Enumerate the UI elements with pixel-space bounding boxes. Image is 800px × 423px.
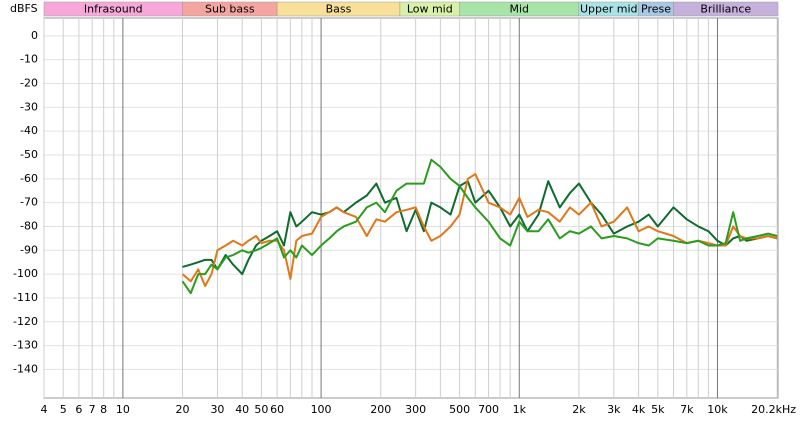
band-label: Bass [326, 3, 352, 16]
x-tick-label: 200 [370, 403, 391, 416]
x-tick-label: 2k [572, 403, 586, 416]
y-tick-label: -110 [13, 291, 38, 304]
x-tick-label: 300 [405, 403, 426, 416]
y-axis-label: dBFS [10, 2, 38, 15]
y-tick-label: -100 [13, 267, 38, 280]
x-tick-label: 3k [607, 403, 621, 416]
series-line [181, 173, 778, 288]
y-tick-label: -140 [13, 362, 38, 375]
x-tick-label: 60 [270, 403, 284, 416]
x-tick-label: 6 [75, 403, 82, 416]
band [673, 1, 779, 17]
y-tick-label: -80 [20, 219, 38, 232]
y-tick-label: -20 [20, 77, 38, 90]
x-tick-label: 5k [651, 403, 665, 416]
y-tick-label: -90 [20, 243, 38, 256]
y-tick-label: -30 [20, 100, 38, 113]
x-tick-label: 7k [680, 403, 694, 416]
band-label: Upper mid [580, 3, 638, 16]
x-tick-label: 10 [116, 403, 130, 416]
x-tick-label: 30 [210, 403, 224, 416]
x-tick-label: 100 [311, 403, 332, 416]
band-label: Sub bass [205, 3, 255, 16]
x-tick-label: 20 [176, 403, 190, 416]
y-tick-label: -60 [20, 172, 38, 185]
y-tick-label: -130 [13, 339, 38, 352]
y-tick-label: -40 [20, 124, 38, 137]
y-tick-label: -120 [13, 315, 38, 328]
y-tick-label: -70 [20, 196, 38, 209]
x-tick-label: 40 [235, 403, 249, 416]
y-tick-label: -50 [20, 148, 38, 161]
x-tick-label: 50 [254, 403, 268, 416]
y-tick-label: 0 [31, 29, 38, 42]
x-tick-label: 10k [707, 403, 728, 416]
x-tick-label: 500 [449, 403, 470, 416]
x-tick-label: 700 [478, 403, 499, 416]
x-tick-label: 1k [513, 403, 527, 416]
series-line [181, 158, 778, 295]
x-tick-label: 5 [60, 403, 67, 416]
band-label: Prese [641, 3, 671, 16]
band-label: Mid [510, 3, 530, 16]
band-label: Infrasound [84, 3, 143, 16]
x-tick-label: 7 [89, 403, 96, 416]
x-tick-label: 4 [41, 403, 48, 416]
y-tick-label: -10 [20, 53, 38, 66]
x-tick-label: 8 [100, 403, 107, 416]
x-tick-label: 20.2kHz [751, 403, 796, 416]
band-label: Brilliance [700, 3, 751, 16]
band-label: Low mid [407, 3, 453, 16]
x-tick-label: 4k [632, 403, 646, 416]
